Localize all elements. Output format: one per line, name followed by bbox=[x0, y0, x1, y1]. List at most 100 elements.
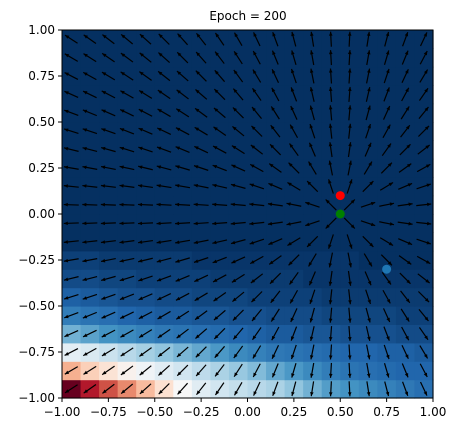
quiver-arrowhead bbox=[309, 318, 314, 323]
quiver-arrowhead bbox=[120, 352, 125, 357]
quiver-arrowhead bbox=[309, 299, 314, 304]
quiver-arrowhead bbox=[348, 318, 352, 323]
quiver-arrowhead bbox=[119, 146, 125, 151]
quiver-arrowhead bbox=[252, 69, 257, 74]
quiver-arrowhead bbox=[156, 259, 162, 263]
quiver-arrowhead bbox=[288, 261, 293, 266]
quiver-arrowhead bbox=[195, 108, 200, 113]
quiver-arrowhead bbox=[194, 259, 199, 263]
quiver-arrowhead bbox=[196, 390, 201, 395]
quiver-arrowhead bbox=[158, 71, 163, 76]
quiver-arrowhead bbox=[157, 90, 163, 94]
quiver-arrowhead bbox=[193, 221, 198, 226]
quiver-arrowhead bbox=[386, 68, 390, 74]
quiver-arrowhead bbox=[328, 392, 333, 397]
quiver-arrowhead bbox=[405, 298, 410, 303]
quiver-arrowhead bbox=[82, 240, 87, 244]
quiver-arrowhead bbox=[195, 353, 200, 358]
quiver-arrowhead bbox=[387, 280, 391, 285]
quiver-arrowhead bbox=[271, 106, 275, 111]
quiver-arrowhead bbox=[328, 300, 333, 305]
quiver-arrowhead bbox=[249, 221, 254, 226]
quiver-arrowhead bbox=[348, 263, 352, 268]
quiver-arrowhead bbox=[177, 52, 182, 57]
quiver-arrowhead bbox=[195, 89, 200, 94]
quiver-arrowhead bbox=[102, 370, 107, 375]
quiver-arrowhead bbox=[272, 354, 276, 359]
quiver-arrowhead bbox=[139, 352, 144, 357]
quiver-arrowhead bbox=[310, 391, 314, 397]
quiver-arrowhead bbox=[119, 128, 125, 132]
quiver-arrowhead bbox=[176, 352, 182, 357]
quiver-arrowhead bbox=[424, 107, 429, 112]
quiver-arrowhead bbox=[290, 87, 295, 92]
quiver-arrowhead bbox=[369, 181, 374, 186]
quiver-arrowhead bbox=[348, 281, 352, 286]
x-tick-label: 0.00 bbox=[234, 405, 261, 419]
quiver-arrowhead bbox=[194, 146, 199, 150]
quiver-arrowhead bbox=[195, 70, 200, 75]
quiver-arrowhead bbox=[386, 87, 390, 92]
quiver-arrowhead bbox=[252, 335, 257, 340]
quiver-arrowhead bbox=[406, 144, 411, 149]
quiver-arrowhead bbox=[328, 123, 333, 128]
quiver-arrowhead bbox=[348, 300, 352, 305]
quiver-arrowhead bbox=[137, 202, 143, 207]
quiver-arrowhead bbox=[408, 221, 413, 226]
quiver-arrowhead bbox=[100, 202, 105, 207]
quiver-arrowhead bbox=[291, 50, 295, 55]
quiver-arrowhead bbox=[65, 35, 70, 39]
quiver-arrowhead bbox=[425, 260, 431, 264]
quiver-arrowhead bbox=[120, 333, 125, 338]
quiver-arrowhead bbox=[348, 123, 352, 128]
quiver-arrowhead bbox=[328, 142, 333, 147]
quiver-arrowhead bbox=[175, 202, 180, 207]
quiver-arrowhead bbox=[82, 258, 87, 263]
quiver-arrowhead bbox=[83, 352, 88, 356]
quiver-arrowhead bbox=[212, 183, 217, 188]
quiver-arrowhead bbox=[83, 389, 88, 394]
quiver-arrowhead bbox=[347, 392, 352, 397]
quiver-arrowhead bbox=[426, 183, 431, 187]
quiver-arrowhead bbox=[234, 372, 238, 377]
quiver-arrowhead bbox=[287, 182, 292, 187]
quiver-arrowhead bbox=[348, 105, 352, 110]
quiver-arrowhead bbox=[423, 32, 427, 37]
quiver-arrowhead bbox=[138, 315, 144, 319]
quiver-arrowhead bbox=[119, 277, 125, 282]
quiver-arrowhead bbox=[290, 124, 294, 130]
quiver-arrowhead bbox=[272, 372, 276, 378]
quiver-arrowhead bbox=[348, 244, 353, 249]
quiver-arrowhead bbox=[328, 31, 333, 36]
quiver-arrowhead bbox=[175, 165, 180, 169]
quiver-arrowhead bbox=[157, 296, 162, 301]
quiver-arrowhead bbox=[328, 373, 333, 378]
quiver-arrowhead bbox=[119, 184, 124, 188]
quiver-arrowhead bbox=[175, 296, 181, 301]
quiver-arrowhead bbox=[267, 202, 273, 207]
quiver-arrowhead bbox=[231, 164, 236, 169]
y-tick-label: −0.75 bbox=[18, 345, 55, 359]
quiver-arrowhead bbox=[328, 50, 333, 55]
quiver-arrowhead bbox=[367, 124, 371, 129]
x-tick-label: −0.50 bbox=[136, 405, 173, 419]
quiver-arrowhead bbox=[268, 183, 273, 187]
quiver-arrowhead bbox=[158, 352, 163, 357]
quiver-arrowhead bbox=[425, 145, 430, 149]
quiver-arrowhead bbox=[272, 69, 276, 74]
x-tick-label: 0.75 bbox=[373, 405, 400, 419]
quiver-arrowhead bbox=[270, 279, 275, 284]
quiver-arrowhead bbox=[367, 280, 372, 286]
quiver-arrowhead bbox=[305, 222, 310, 227]
quiver-arrowhead bbox=[423, 69, 428, 74]
quiver-arrowhead bbox=[139, 90, 144, 95]
quiver-arrowhead bbox=[215, 390, 220, 395]
quiver-arrowhead bbox=[348, 142, 352, 147]
quiver-arrowhead bbox=[386, 298, 391, 304]
quiver-arrowhead bbox=[328, 355, 333, 360]
quiver-arrowhead bbox=[308, 262, 313, 267]
quiver-arrowhead bbox=[139, 52, 144, 57]
quiver-arrowhead bbox=[157, 127, 162, 132]
quiver-arrowhead bbox=[310, 50, 314, 55]
quiver-arrowhead bbox=[368, 161, 372, 166]
